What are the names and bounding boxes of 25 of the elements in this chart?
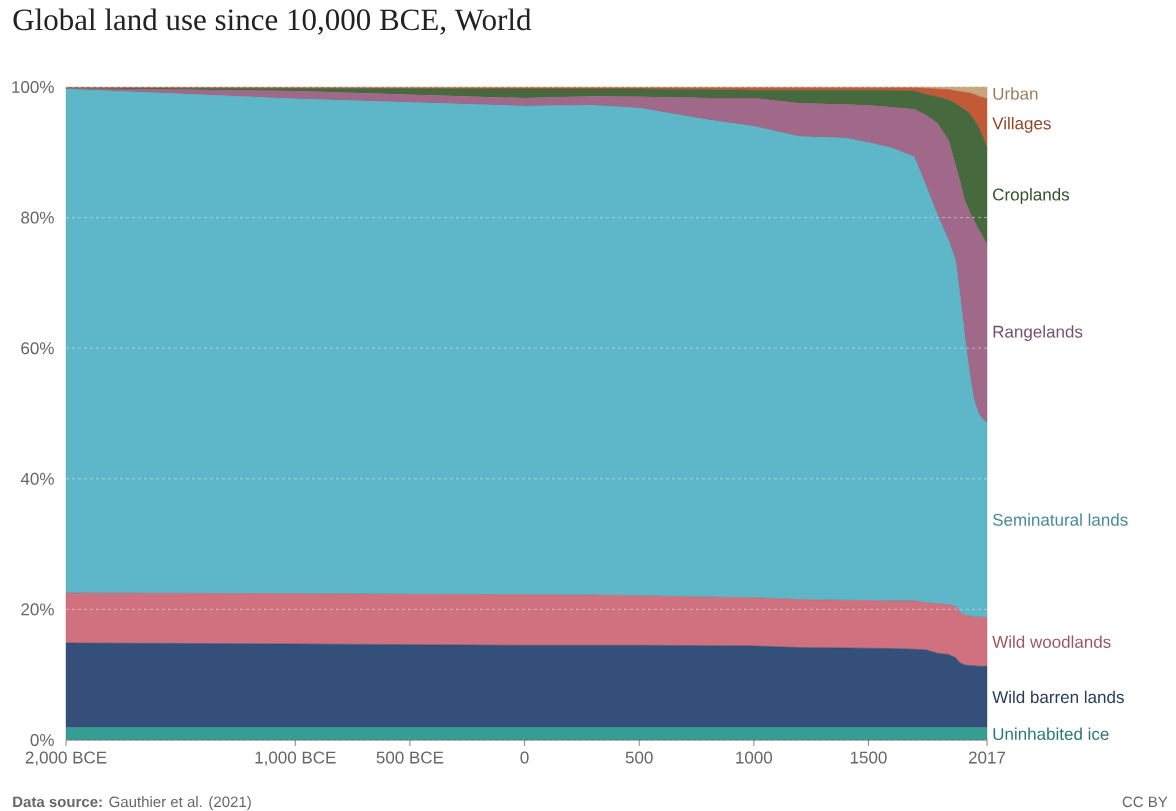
series-label: Seminatural lands <box>992 513 1128 526</box>
x-tick-label: 0 <box>520 751 529 764</box>
x-tick-label: 500 BCE <box>376 751 444 764</box>
text: Data source: Gauthier et al. (2021) <box>13 796 251 811</box>
x-tick-label: 2017 <box>968 751 1006 764</box>
series-label: Uninhabited ice <box>993 727 1109 741</box>
chart-title: Global land use since 10,000 BCE, World <box>13 8 532 35</box>
series-label: Villages <box>992 116 1051 133</box>
x-tick-label: 1,000 BCE <box>255 751 336 766</box>
y-tick-label: 100% <box>12 80 54 94</box>
series-label: Rangelands <box>993 325 1083 342</box>
x-tick-label: 1000 <box>736 751 773 764</box>
text: CC BY <box>1122 796 1168 808</box>
x-tick-label: 2,000 BCE <box>25 751 107 766</box>
x-tick-label: 1500 <box>850 751 887 764</box>
x-tick-label: 500 <box>625 751 653 764</box>
series-label: Wild barren lands <box>992 690 1124 704</box>
series-label: Wild woodlands <box>992 635 1111 648</box>
y-tick-label: 20% <box>21 603 54 616</box>
y-tick-label: 0% <box>30 733 54 747</box>
series-label: Croplands <box>993 188 1070 204</box>
y-tick-label: 40% <box>20 472 54 485</box>
series-label: Urban <box>993 87 1038 100</box>
y-tick-label: 60% <box>21 342 54 355</box>
y-tick-label: 80% <box>21 211 54 224</box>
